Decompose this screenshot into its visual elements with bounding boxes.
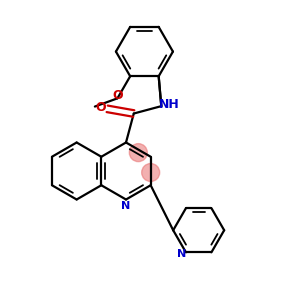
Text: N: N bbox=[177, 249, 186, 259]
Circle shape bbox=[142, 164, 160, 181]
Text: O: O bbox=[96, 101, 106, 114]
Circle shape bbox=[129, 144, 147, 162]
Text: NH: NH bbox=[159, 98, 180, 111]
Text: O: O bbox=[112, 89, 123, 102]
Text: N: N bbox=[121, 201, 130, 211]
